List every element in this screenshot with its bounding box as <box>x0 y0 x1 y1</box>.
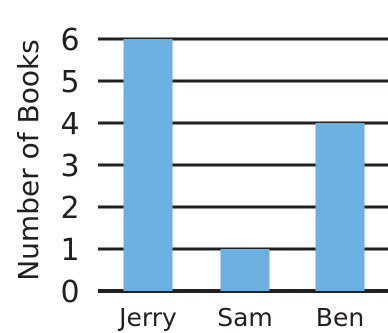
x-category-label-ben: Ben <box>316 303 364 332</box>
y-axis-title: Number of Books <box>12 39 45 281</box>
bar-jerry <box>123 39 173 291</box>
x-category-label-sam: Sam <box>217 303 273 332</box>
x-category-labels: Jerry Sam Ben <box>117 303 364 332</box>
y-tick-label-5: 5 <box>60 65 79 100</box>
y-tick-label-3: 3 <box>60 149 79 184</box>
bars <box>123 39 365 291</box>
y-tick-label-4: 4 <box>60 107 79 142</box>
y-tick-labels: 0 1 2 3 4 5 6 <box>60 23 79 310</box>
y-tick-label-2: 2 <box>60 191 79 226</box>
x-category-label-jerry: Jerry <box>117 303 177 332</box>
y-tick-label-6: 6 <box>60 23 79 58</box>
bar-ben <box>315 123 365 291</box>
y-tick-label-0: 0 <box>60 275 79 310</box>
bar-sam <box>220 249 270 291</box>
y-tick-label-1: 1 <box>60 233 79 268</box>
